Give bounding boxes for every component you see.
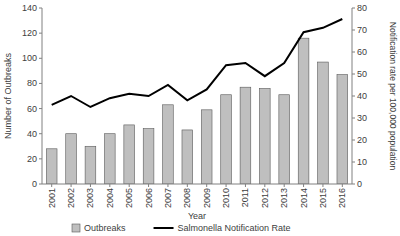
y2-tick-label: 70 <box>357 25 367 35</box>
bar <box>221 95 232 184</box>
bar <box>143 129 154 184</box>
x-tick-label: 2010 <box>221 188 231 208</box>
x-tick-label: 2011 <box>240 188 250 207</box>
bar <box>318 62 329 184</box>
x-tick-label: 2007 <box>163 188 173 208</box>
x-tick <box>206 184 207 187</box>
y-tick-label: 80 <box>27 78 37 88</box>
y2-tick-label: 80 <box>357 3 367 13</box>
bar <box>85 146 96 184</box>
x-tick <box>167 184 168 187</box>
y-tick <box>39 8 42 9</box>
y-tick <box>39 184 42 185</box>
y-tick-label: 100 <box>22 53 37 63</box>
y-tick-label: 120 <box>22 28 37 38</box>
y-tick <box>39 158 42 159</box>
x-tick <box>187 184 188 187</box>
bar <box>46 149 57 184</box>
x-tick <box>51 184 52 187</box>
legend: Outbreaks Salmonella Notification Rate <box>72 223 291 233</box>
y2-tick-label: 20 <box>357 135 367 145</box>
bar <box>240 87 251 184</box>
y-axis-title: Number of Outbreaks <box>3 52 13 139</box>
y-tick-label: 40 <box>27 129 37 139</box>
bar <box>104 134 115 184</box>
plot-area <box>46 19 347 184</box>
bar <box>66 134 77 184</box>
y-tick <box>39 108 42 109</box>
y-tick <box>39 83 42 84</box>
x-tick <box>109 184 110 187</box>
y-axis <box>42 8 43 184</box>
y-tick-label: 20 <box>27 154 37 164</box>
x-tick-label: 2005 <box>124 188 134 208</box>
x-tick <box>303 184 304 187</box>
x-tick <box>148 184 149 187</box>
bar <box>124 125 135 184</box>
y2-tick-label: 60 <box>357 47 367 57</box>
x-tick-label: 2009 <box>202 188 212 208</box>
bar <box>298 38 309 184</box>
bar <box>182 130 193 184</box>
y2-axis-title: Notification rate per 100,000 population <box>388 22 398 171</box>
x-tick <box>284 184 285 187</box>
line <box>52 19 343 107</box>
bar <box>279 95 290 184</box>
x-tick <box>322 184 323 187</box>
x-tick-label: 2003 <box>85 188 95 208</box>
y-tick <box>39 33 42 34</box>
y2-tick <box>352 96 355 97</box>
bar <box>337 75 348 184</box>
x-tick-label: 2014 <box>299 188 309 208</box>
y2-tick-label: 40 <box>357 91 367 101</box>
y2-tick <box>352 30 355 31</box>
legend-label: Outbreaks <box>84 223 126 233</box>
x-axis-title: Year <box>188 211 206 221</box>
y2-tick <box>352 8 355 9</box>
x-tick-label: 2013 <box>279 188 289 208</box>
y-tick <box>39 133 42 134</box>
x-tick <box>342 184 343 187</box>
y2-tick-label: 50 <box>357 69 367 79</box>
x-tick <box>264 184 265 187</box>
x-tick-label: 2006 <box>144 188 154 208</box>
y-tick <box>39 58 42 59</box>
y2-tick <box>352 52 355 53</box>
y2-tick <box>352 118 355 119</box>
chart: 0 20 40 60 80 100 120 140 0 10 20 30 40 50 60 70 80 2001 2… <box>0 0 400 236</box>
x-tick <box>129 184 130 187</box>
x-tick <box>90 184 91 187</box>
x-tick <box>226 184 227 187</box>
bar <box>259 88 270 184</box>
bar <box>201 110 212 184</box>
x-tick <box>245 184 246 187</box>
x-tick-label: 2002 <box>66 188 76 208</box>
x-tick-label: 2015 <box>318 188 328 208</box>
x-tick-label: 2004 <box>105 188 115 208</box>
x-axis <box>42 184 352 185</box>
y2-tick <box>352 140 355 141</box>
legend-label: Salmonella Notification Rate <box>178 223 291 233</box>
y2-tick <box>352 162 355 163</box>
y2-tick-label: 30 <box>357 113 367 123</box>
y2-tick <box>352 74 355 75</box>
x-tick-label: 2012 <box>260 188 270 208</box>
legend-swatch <box>154 227 174 229</box>
x-tick-label: 2008 <box>182 188 192 208</box>
legend-swatch <box>72 224 80 232</box>
bar <box>163 105 174 184</box>
y-tick-label: 60 <box>27 104 37 114</box>
y-tick-label: 140 <box>22 3 37 13</box>
y-tick-label: 0 <box>32 179 37 189</box>
x-tick-label: 2016 <box>337 188 347 208</box>
y2-tick <box>352 184 355 185</box>
x-tick <box>71 184 72 187</box>
y2-tick-label: 0 <box>357 179 362 189</box>
y2-tick-label: 10 <box>357 157 367 167</box>
x-tick-label: 2001 <box>47 188 57 208</box>
